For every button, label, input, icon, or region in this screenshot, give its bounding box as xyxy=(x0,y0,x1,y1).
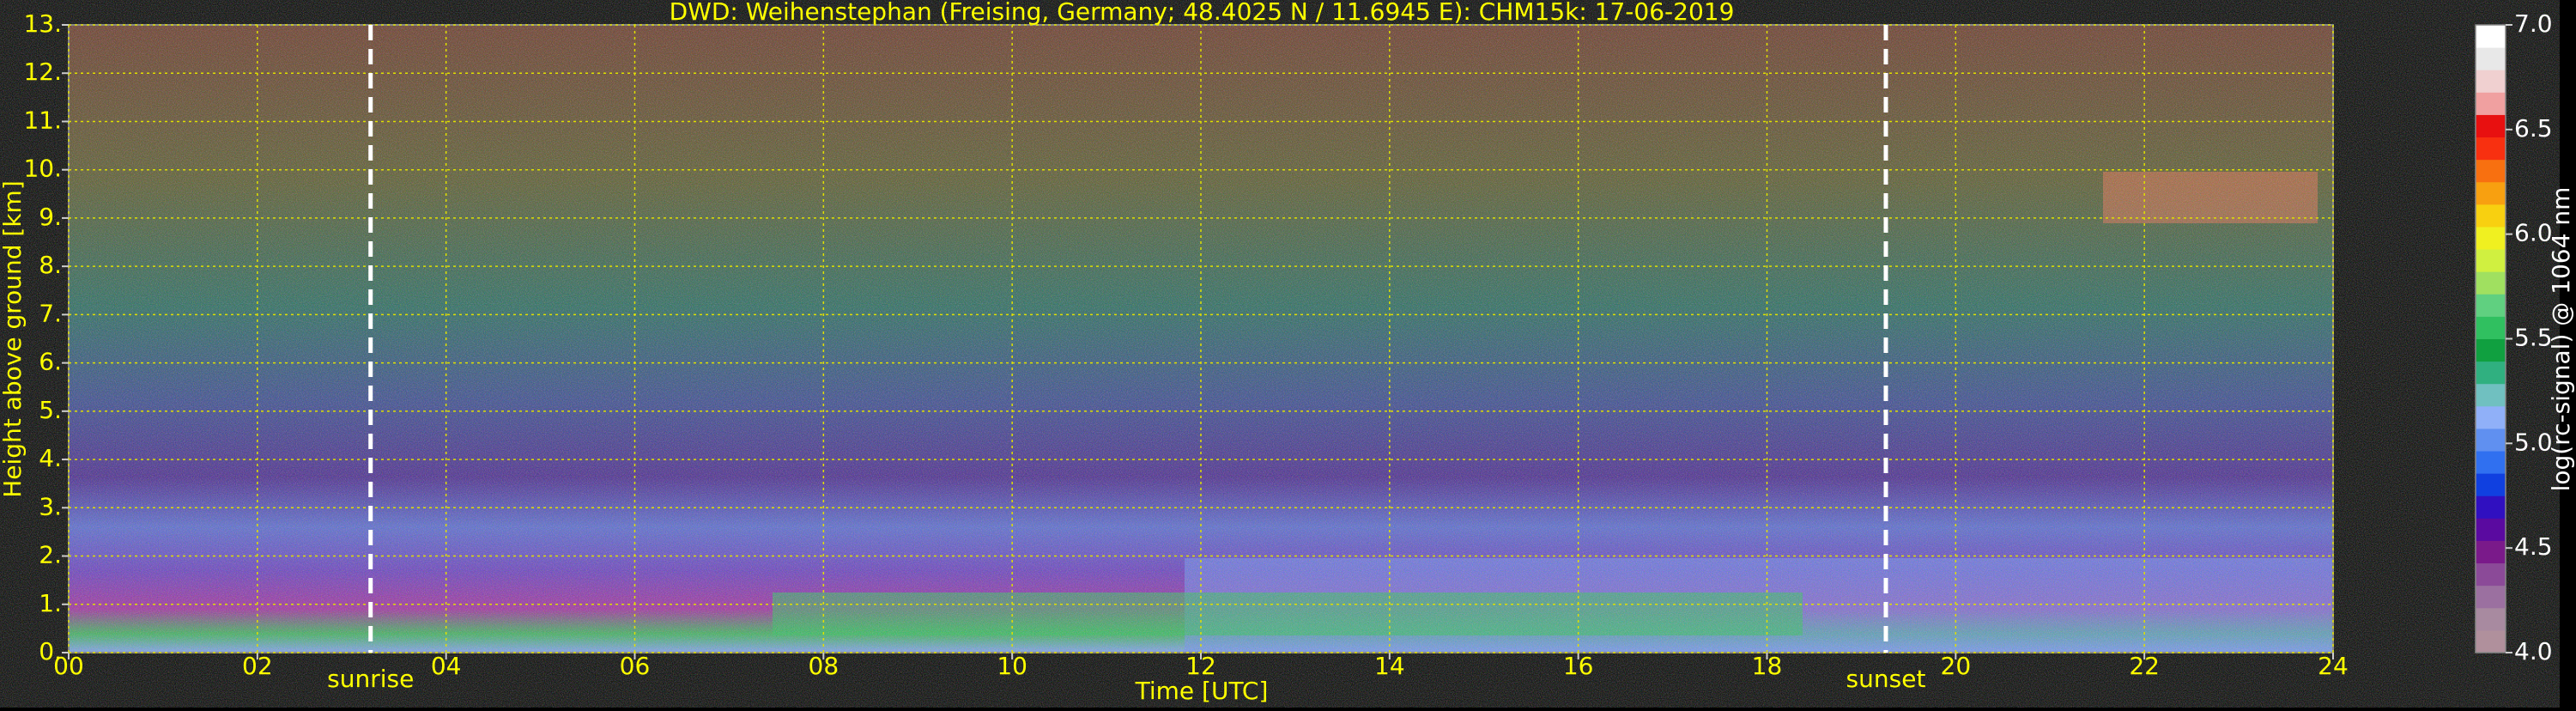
colorbar-swatch xyxy=(2476,181,2506,205)
y-tick-label: 2. xyxy=(39,541,62,569)
colorbar-swatch xyxy=(2476,383,2506,407)
x-tick-label: 24 xyxy=(2318,652,2349,680)
colorbar-swatch xyxy=(2476,25,2506,48)
y-tick-label: 5. xyxy=(39,396,62,424)
colorbar-swatch xyxy=(2476,249,2506,272)
colorbar-swatch xyxy=(2476,316,2506,339)
x-tick-label: 10 xyxy=(997,652,1027,680)
chart-title: DWD: Weihenstephan (Freising, Germany; 4… xyxy=(670,0,1735,26)
colorbar-swatch xyxy=(2476,204,2506,228)
y-tick-label: 1. xyxy=(39,589,62,617)
y-axis-label: Height above ground [km] xyxy=(0,180,27,498)
colorbar-swatch xyxy=(2476,114,2506,138)
colorbar-swatch xyxy=(2476,92,2506,115)
colorbar-swatch xyxy=(2476,226,2506,250)
x-tick-label: 18 xyxy=(1752,652,1783,680)
colorbar-swatch xyxy=(2476,159,2506,183)
colorbar-swatch xyxy=(2476,338,2506,362)
colorbar-tick-label: 6.0 xyxy=(2514,219,2553,247)
colorbar-tick-label: 4.0 xyxy=(2514,637,2553,665)
x-tick-label: 12 xyxy=(1185,652,1216,680)
annotation-label: sunrise xyxy=(327,665,414,693)
colorbar-swatch xyxy=(2476,495,2506,519)
colorbar-swatch xyxy=(2476,405,2506,429)
colorbar-swatch xyxy=(2476,428,2506,452)
colorbar-tick-label: 5.5 xyxy=(2514,324,2553,352)
colorbar-tick-label: 4.5 xyxy=(2514,532,2553,561)
y-tick-label: 12. xyxy=(23,58,62,86)
y-tick-label: 4. xyxy=(39,444,62,472)
colorbar-tick-label: 5.0 xyxy=(2514,428,2553,456)
colorbar-swatch xyxy=(2476,518,2506,541)
colorbar-swatch xyxy=(2476,294,2506,317)
colorbar-swatch xyxy=(2476,629,2506,653)
x-tick-label: 22 xyxy=(2129,652,2160,680)
x-tick-label: 08 xyxy=(809,652,839,680)
colorbar-swatch xyxy=(2476,70,2506,93)
y-tick-label: 8. xyxy=(39,251,62,279)
y-tick-label: 3. xyxy=(39,492,62,520)
y-tick-label: 0. xyxy=(39,637,62,665)
colorbar-swatch xyxy=(2476,361,2506,385)
y-tick-label: 10. xyxy=(23,155,62,183)
y-tick-label: 9. xyxy=(39,203,62,231)
y-tick-label: 11. xyxy=(23,106,62,134)
colorbar-swatch xyxy=(2476,271,2506,295)
colorbar-swatch xyxy=(2476,562,2506,586)
colorbar-swatch xyxy=(2476,47,2506,70)
colorbar-swatch xyxy=(2476,137,2506,161)
x-tick-label: 14 xyxy=(1374,652,1405,680)
x-tick-label: 04 xyxy=(431,652,462,680)
x-tick-label: 06 xyxy=(620,652,651,680)
y-tick-label: 6. xyxy=(39,348,62,376)
colorbar-tick-label: 6.5 xyxy=(2514,114,2553,143)
x-tick-label: 02 xyxy=(242,652,273,680)
colorbar-tick-label: 7.0 xyxy=(2514,9,2553,38)
colorbar-swatch xyxy=(2476,540,2506,564)
x-axis-label: Time [UTC] xyxy=(1135,677,1269,705)
colorbar-swatch xyxy=(2476,607,2506,631)
annotation-label: sunset xyxy=(1846,665,1926,693)
colorbar-label: log(rc-signal) @ 1064 nm xyxy=(2547,187,2575,492)
colorbar-swatch xyxy=(2476,451,2506,474)
y-tick-label: 13. xyxy=(23,9,62,38)
y-tick-label: 7. xyxy=(39,299,62,327)
colorbar-swatch xyxy=(2476,585,2506,609)
x-tick-label: 00 xyxy=(53,652,84,680)
colorbar-swatch xyxy=(2476,473,2506,496)
x-tick-label: 20 xyxy=(1941,652,1972,680)
x-tick-label: 16 xyxy=(1563,652,1594,680)
